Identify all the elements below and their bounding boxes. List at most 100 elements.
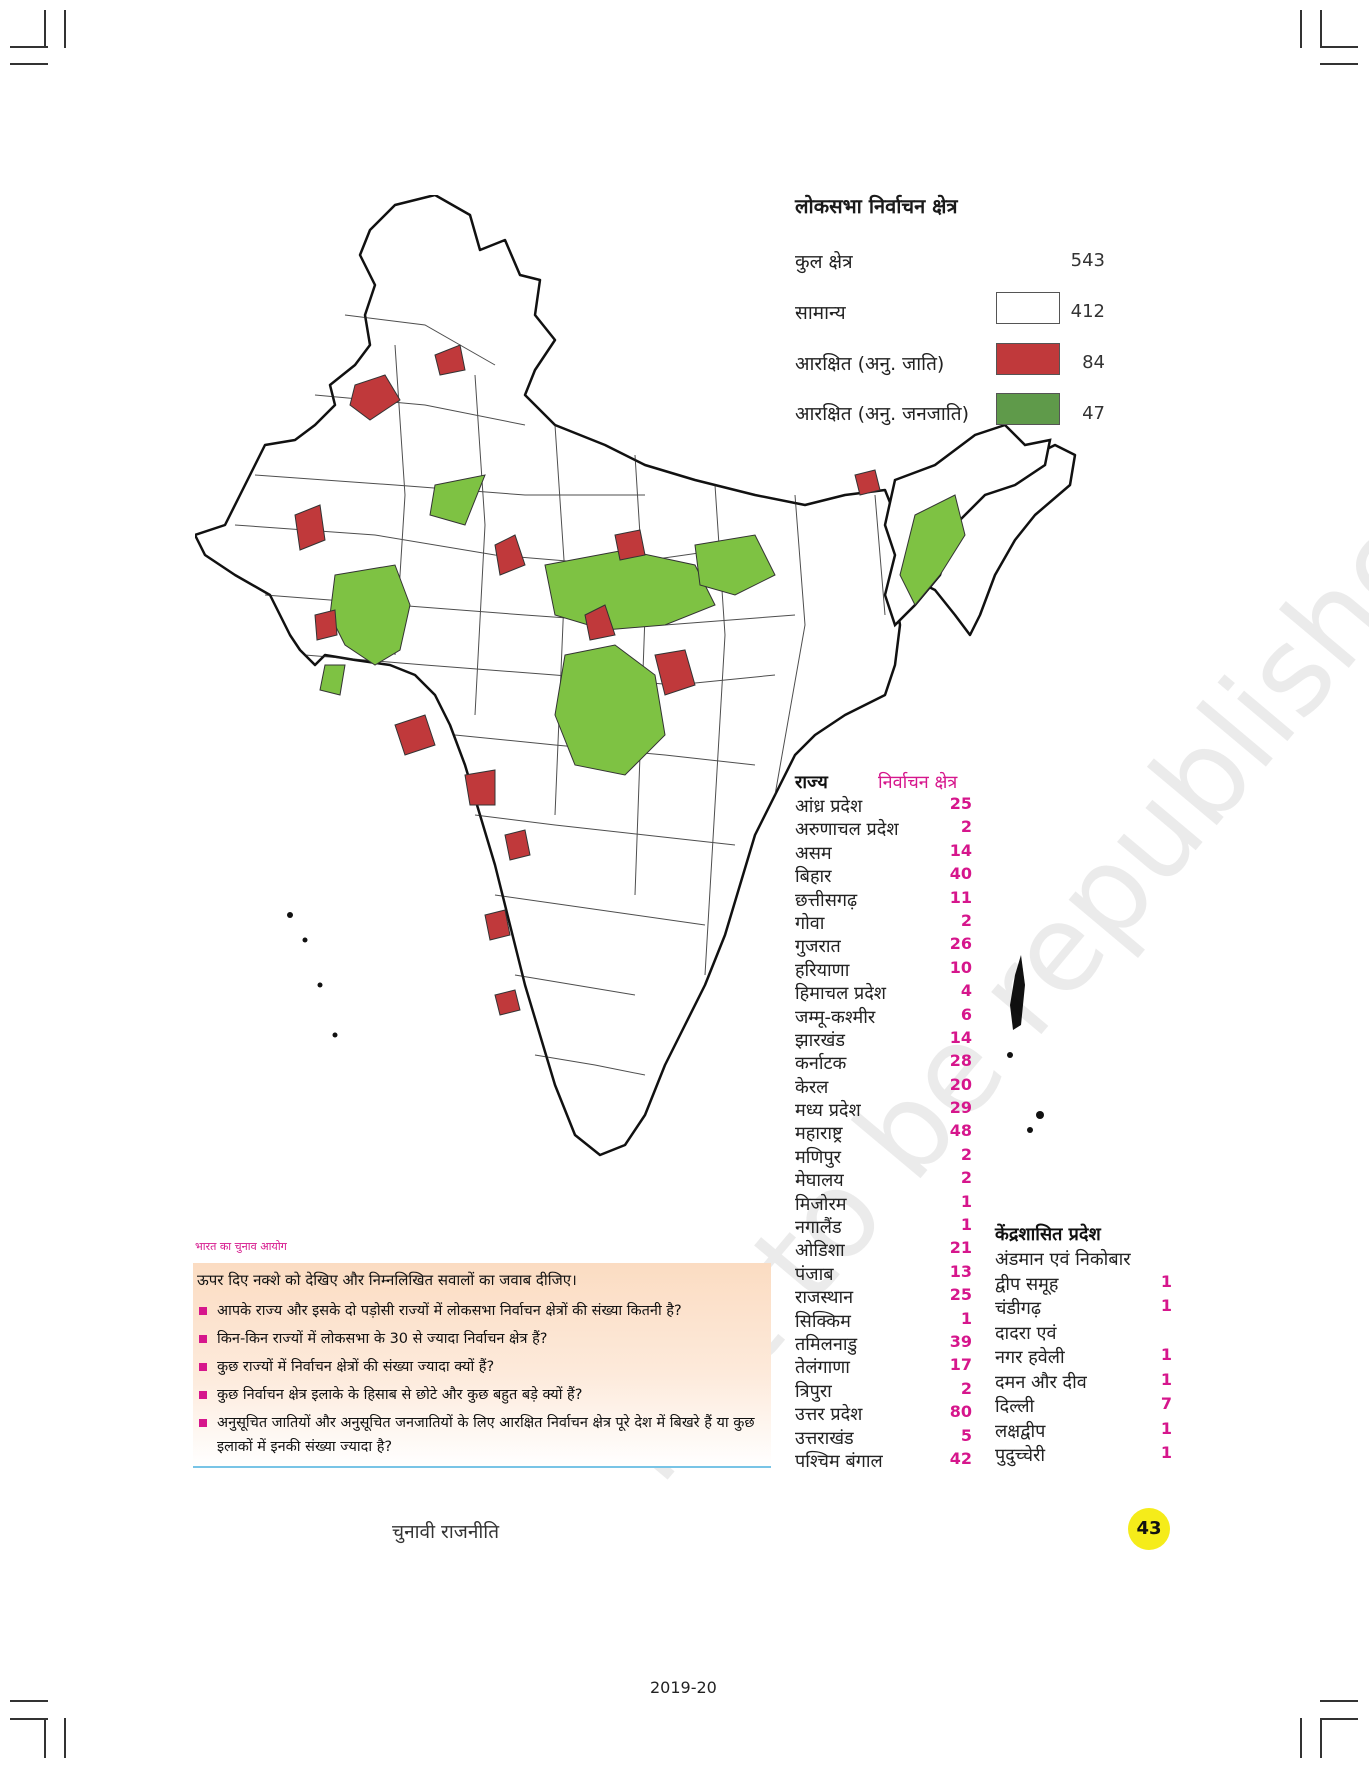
crop-mark bbox=[1320, 63, 1358, 65]
ut-name: दादरा एवं bbox=[995, 1322, 1057, 1344]
table-row: गुजरात 26 bbox=[795, 934, 975, 957]
ut-title: केंद्रशासित प्रदेश bbox=[995, 1224, 1101, 1245]
state-seats: 6 bbox=[960, 1004, 972, 1024]
state-name: अरुणाचल प्रदेश bbox=[795, 819, 899, 841]
india-constituency-map bbox=[193, 193, 1185, 1225]
question-item: किन-किन राज्यों में लोकसभा के 30 से ज्या… bbox=[197, 1325, 767, 1353]
table-row: पंजाब 13 bbox=[795, 1262, 975, 1285]
state-name: आंध्र प्रदेश bbox=[795, 796, 863, 817]
ut-name: द्वीप समूह bbox=[995, 1273, 1059, 1295]
ut-name: लक्षद्वीप bbox=[995, 1420, 1046, 1442]
table-row: मेघालय 2 bbox=[795, 1168, 975, 1191]
table-row: जम्मू-कश्मीर 6 bbox=[795, 1005, 975, 1028]
bullet-icon bbox=[199, 1307, 207, 1315]
state-seats: 2 bbox=[960, 1144, 972, 1164]
state-name: ओडिशा bbox=[795, 1240, 845, 1262]
state-seats: 1 bbox=[960, 1191, 972, 1211]
table-row: हरियाणा 10 bbox=[795, 958, 975, 981]
question-box: ऊपर दिए नक्शे को देखिए और निम्नलिखित सवा… bbox=[193, 1263, 771, 1468]
table-row: मध्य प्रदेश 29 bbox=[795, 1098, 975, 1121]
lakshadweep-islands bbox=[287, 912, 338, 1038]
state-name: उत्तराखंड bbox=[795, 1427, 854, 1449]
table-row: राजस्थान 25 bbox=[795, 1285, 975, 1308]
crop-mark bbox=[1320, 1718, 1322, 1758]
legend-value-sc: 84 bbox=[1082, 352, 1105, 373]
state-name: राजस्थान bbox=[795, 1287, 854, 1309]
state-seats: 11 bbox=[949, 887, 972, 907]
state-name: केरल bbox=[795, 1076, 829, 1098]
state-name: पंजाब bbox=[795, 1263, 834, 1285]
ut-name: दमन और दीव bbox=[995, 1371, 1087, 1393]
state-name: छत्तीसगढ़ bbox=[795, 889, 858, 911]
table-row: उत्तर प्रदेश 80 bbox=[795, 1402, 975, 1425]
state-name: हरियाणा bbox=[795, 959, 850, 981]
table-row: गोवा 2 bbox=[795, 911, 975, 934]
state-seats: 1 bbox=[960, 1215, 972, 1235]
table-row: त्रिपुरा 2 bbox=[795, 1379, 975, 1402]
table-row: लक्षद्वीप 1 bbox=[995, 1419, 1175, 1444]
table-row: चंडीगढ़ 1 bbox=[995, 1296, 1175, 1321]
state-seats: 5 bbox=[960, 1425, 972, 1445]
state-seats: 2 bbox=[960, 1168, 972, 1188]
legend-label-total: कुल क्षेत्र bbox=[795, 251, 853, 273]
state-seats: 10 bbox=[949, 957, 972, 977]
st-reserved-areas bbox=[319, 474, 966, 776]
question-text: आपके राज्य और इसके दो पड़ोसी राज्यों में… bbox=[217, 1303, 682, 1319]
bullet-icon bbox=[199, 1419, 207, 1427]
andaman-nicobar-islands bbox=[1007, 955, 1044, 1133]
state-name: कर्नाटक bbox=[795, 1053, 847, 1075]
state-name: मणिपुर bbox=[795, 1146, 842, 1168]
state-seats: 2 bbox=[960, 910, 972, 930]
crop-mark bbox=[1300, 10, 1302, 48]
question-intro: ऊपर दिए नक्शे को देखिए और निम्नलिखित सवा… bbox=[197, 1271, 577, 1289]
map-source: भारत का चुनाव आयोग bbox=[195, 1240, 287, 1253]
state-name: तमिलनाडु bbox=[795, 1333, 858, 1355]
table-row: झारखंड 14 bbox=[795, 1028, 975, 1051]
table-row: पश्चिम बंगाल 42 bbox=[795, 1449, 975, 1472]
table-row: कर्नाटक 28 bbox=[795, 1051, 975, 1074]
state-name: मिजोरम bbox=[795, 1193, 847, 1215]
page-number: 43 bbox=[1128, 1508, 1170, 1550]
table-row: मिजोरम 1 bbox=[795, 1192, 975, 1215]
state-seats: 17 bbox=[949, 1355, 972, 1375]
ut-seats: 1 bbox=[1160, 1418, 1172, 1438]
chapter-title: चुनावी राजनीति bbox=[392, 1521, 500, 1543]
table-row: केरल 20 bbox=[795, 1075, 975, 1098]
state-seats: 20 bbox=[949, 1074, 972, 1094]
state-name: महाराष्ट्र bbox=[795, 1123, 843, 1145]
table-row: दमन और दीव 1 bbox=[995, 1370, 1175, 1395]
bullet-icon bbox=[199, 1391, 207, 1399]
crop-mark bbox=[1320, 1700, 1358, 1702]
state-name: मेघालय bbox=[795, 1170, 844, 1192]
state-seats: 80 bbox=[949, 1402, 972, 1422]
header-state: राज्य bbox=[795, 772, 828, 793]
bullet-icon bbox=[199, 1335, 207, 1343]
state-seats: 42 bbox=[949, 1448, 972, 1468]
ut-name: दिल्ली bbox=[995, 1396, 1035, 1417]
question-text: किन-किन राज्यों में लोकसभा के 30 से ज्या… bbox=[217, 1331, 548, 1347]
table-row: असम 14 bbox=[795, 841, 975, 864]
ut-seats: 1 bbox=[1160, 1443, 1172, 1462]
legend-swatch-sc bbox=[996, 343, 1060, 375]
ut-name: चंडीगढ़ bbox=[995, 1298, 1041, 1319]
state-name: हिमाचल प्रदेश bbox=[795, 983, 887, 1005]
question-item: कुछ निर्वाचन क्षेत्र इलाके के हिसाब से छ… bbox=[197, 1381, 767, 1409]
state-name: पश्चिम बंगाल bbox=[795, 1450, 883, 1472]
state-name: जम्मू-कश्मीर bbox=[795, 1006, 876, 1028]
state-name: गुजरात bbox=[795, 936, 841, 958]
state-seats: 14 bbox=[949, 1027, 972, 1047]
state-name: बिहार bbox=[795, 866, 832, 888]
table-row: महाराष्ट्र 48 bbox=[795, 1121, 975, 1144]
state-seats: 28 bbox=[949, 1051, 972, 1071]
state-name: असम bbox=[795, 842, 832, 864]
table-row: मणिपुर 2 bbox=[795, 1145, 975, 1168]
crop-mark bbox=[1300, 1718, 1302, 1758]
table-row: छत्तीसगढ़ 11 bbox=[795, 888, 975, 911]
table-row: दादरा एवं bbox=[995, 1321, 1175, 1346]
crop-mark bbox=[10, 63, 48, 65]
ut-name: अंडमान एवं निकोबार bbox=[995, 1249, 1131, 1270]
state-name: नगालैंड bbox=[795, 1217, 842, 1239]
question-text: कुछ राज्यों में निर्वाचन क्षेत्रों की सं… bbox=[217, 1359, 495, 1375]
state-seats: 21 bbox=[949, 1238, 972, 1258]
state-seats: 2 bbox=[960, 817, 972, 837]
